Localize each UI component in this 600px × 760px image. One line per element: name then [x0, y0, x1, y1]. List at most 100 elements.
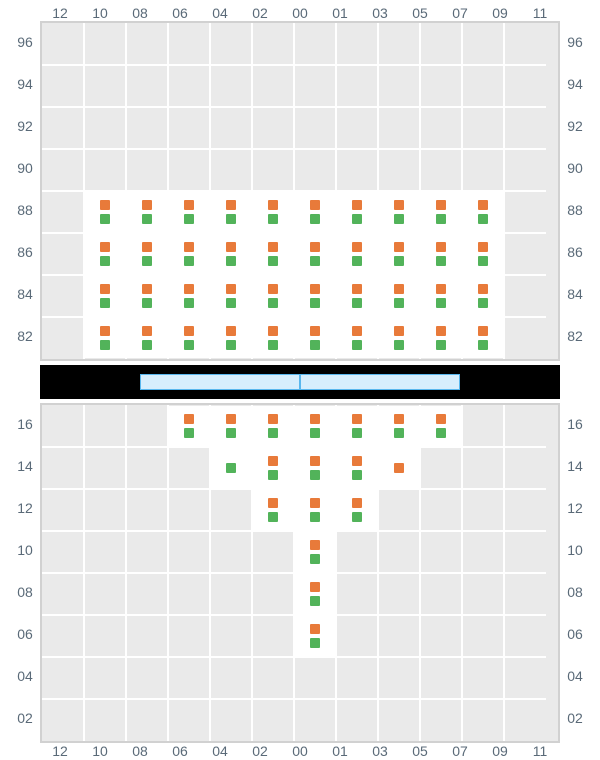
- rack-slot[interactable]: [253, 406, 293, 446]
- rack-slot[interactable]: [85, 318, 125, 358]
- rack-slot[interactable]: [337, 318, 377, 358]
- rack-slot[interactable]: [379, 318, 419, 358]
- rack-slot[interactable]: [169, 234, 209, 274]
- status-led-orange: [310, 540, 320, 550]
- rack-slot[interactable]: [127, 276, 167, 316]
- row-label: 96: [560, 21, 590, 63]
- rack-slot[interactable]: [337, 448, 377, 488]
- rack-slot[interactable]: [379, 406, 419, 446]
- status-led-green: [394, 214, 404, 224]
- row-label: 14: [10, 445, 40, 487]
- rack-slot[interactable]: [295, 192, 335, 232]
- rack-slot[interactable]: [253, 234, 293, 274]
- rack-slot[interactable]: [211, 192, 251, 232]
- rack-slot[interactable]: [295, 448, 335, 488]
- status-led-orange: [310, 200, 320, 210]
- rack-slot[interactable]: [295, 532, 335, 572]
- rack-slot[interactable]: [211, 406, 251, 446]
- status-led-green: [268, 428, 278, 438]
- rack-slot[interactable]: [463, 318, 503, 358]
- rack-slot[interactable]: [421, 406, 461, 446]
- scroll-segment[interactable]: [140, 374, 300, 390]
- rack-slot[interactable]: [169, 276, 209, 316]
- row-label: 90: [10, 147, 40, 189]
- status-led-green: [184, 256, 194, 266]
- rack-slot[interactable]: [337, 234, 377, 274]
- status-led-green: [352, 256, 362, 266]
- rack-slot[interactable]: [337, 406, 377, 446]
- rack-slot[interactable]: [169, 406, 209, 446]
- status-led-green: [310, 298, 320, 308]
- rack-slot[interactable]: [421, 276, 461, 316]
- status-led-orange: [142, 242, 152, 252]
- status-led-orange: [184, 326, 194, 336]
- rack-slot[interactable]: [85, 234, 125, 274]
- rack-slot[interactable]: [337, 276, 377, 316]
- rack-slot[interactable]: [85, 192, 125, 232]
- column-labels-top: 12100806040200010305070911: [10, 5, 590, 21]
- rack-slot[interactable]: [463, 276, 503, 316]
- column-label: 03: [360, 5, 400, 21]
- rack-slot[interactable]: [127, 192, 167, 232]
- rack-slot[interactable]: [85, 276, 125, 316]
- row-label: 08: [10, 571, 40, 613]
- status-led-green: [394, 298, 404, 308]
- rack-slot[interactable]: [253, 490, 293, 530]
- rack-slot[interactable]: [379, 276, 419, 316]
- row-labels-bottom-right: 1614121008060402: [560, 403, 590, 743]
- status-led-orange: [478, 326, 488, 336]
- status-led-orange: [310, 284, 320, 294]
- rack-slot[interactable]: [211, 276, 251, 316]
- status-led-green: [100, 298, 110, 308]
- column-label: 02: [240, 5, 280, 21]
- status-led-green: [100, 256, 110, 266]
- status-led-green: [310, 512, 320, 522]
- row-label: 10: [10, 529, 40, 571]
- column-label: 12: [40, 743, 80, 759]
- rack-slot[interactable]: [211, 448, 251, 488]
- rack-slot[interactable]: [421, 192, 461, 232]
- rack-slot[interactable]: [379, 448, 419, 488]
- rack-slot[interactable]: [421, 318, 461, 358]
- rack-slot[interactable]: [421, 234, 461, 274]
- rack-slot[interactable]: [169, 318, 209, 358]
- column-label: 04: [200, 743, 240, 759]
- rack-slot[interactable]: [295, 574, 335, 614]
- rack-slot[interactable]: [295, 616, 335, 656]
- column-label: 00: [280, 5, 320, 21]
- panel-top-wrap: 9694929088868482 9694929088868482: [10, 21, 590, 361]
- rack-slot[interactable]: [337, 192, 377, 232]
- column-label: 07: [440, 743, 480, 759]
- rack-slot[interactable]: [127, 318, 167, 358]
- rack-slot[interactable]: [211, 318, 251, 358]
- rack-slot[interactable]: [253, 192, 293, 232]
- status-led-orange: [310, 582, 320, 592]
- status-led-green: [436, 256, 446, 266]
- rack-slot[interactable]: [379, 234, 419, 274]
- scroll-segment[interactable]: [300, 374, 460, 390]
- status-led-orange: [184, 414, 194, 424]
- rack-slot[interactable]: [379, 192, 419, 232]
- rack-slot[interactable]: [295, 406, 335, 446]
- rack-slot[interactable]: [127, 234, 167, 274]
- status-led-green: [226, 428, 236, 438]
- row-label: 86: [560, 231, 590, 273]
- rack-slot[interactable]: [295, 234, 335, 274]
- row-label: 06: [10, 613, 40, 655]
- rack-slot[interactable]: [169, 192, 209, 232]
- rack-slot[interactable]: [295, 318, 335, 358]
- rack-slot[interactable]: [253, 276, 293, 316]
- status-led-orange: [226, 200, 236, 210]
- rack-slot[interactable]: [463, 192, 503, 232]
- status-led-orange: [352, 284, 362, 294]
- rack-slot[interactable]: [295, 490, 335, 530]
- status-led-orange: [310, 624, 320, 634]
- row-label: 84: [560, 273, 590, 315]
- rack-slot[interactable]: [211, 234, 251, 274]
- rack-slot[interactable]: [463, 234, 503, 274]
- rack-slot[interactable]: [295, 276, 335, 316]
- rack-slot[interactable]: [253, 318, 293, 358]
- rack-slot[interactable]: [253, 448, 293, 488]
- rack-slot[interactable]: [337, 490, 377, 530]
- status-led-orange: [394, 414, 404, 424]
